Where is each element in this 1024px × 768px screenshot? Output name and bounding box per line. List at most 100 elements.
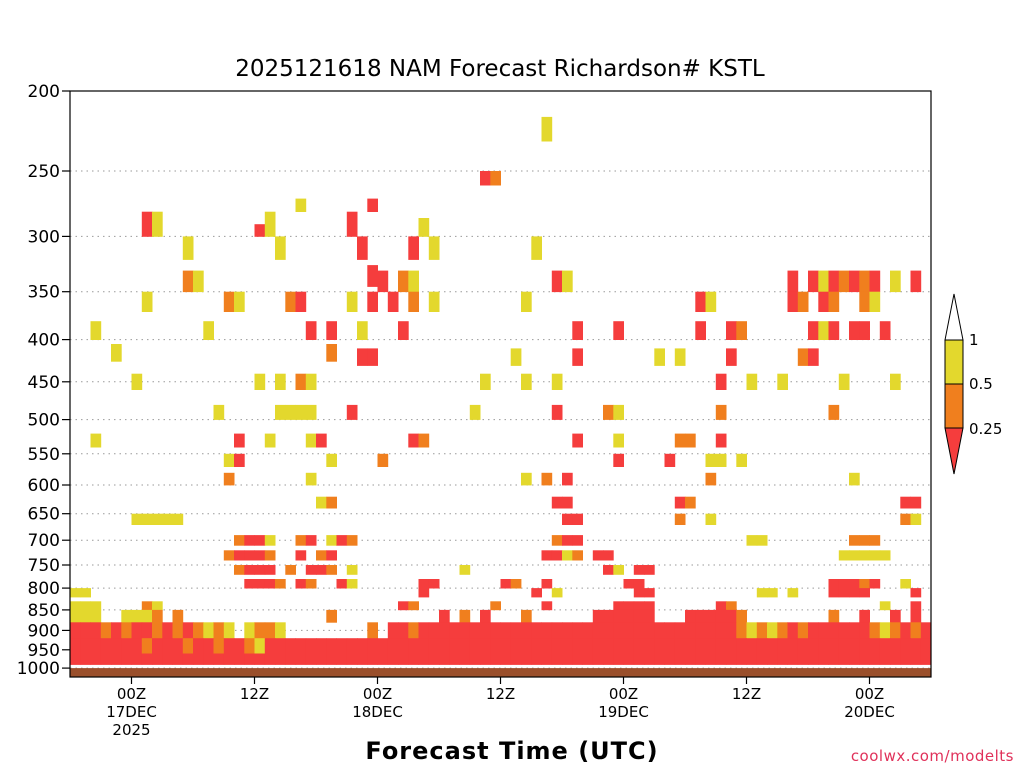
ri-cell [305, 638, 317, 654]
ri-cell [295, 535, 307, 546]
ri-cell [377, 453, 389, 467]
ri-cell [746, 653, 758, 665]
ri-cell [234, 433, 245, 448]
ri-cell [890, 609, 901, 623]
ri-cell [305, 653, 317, 665]
ri-cell [418, 433, 430, 448]
ri-cell [541, 579, 553, 589]
ri-cell [623, 609, 635, 623]
ri-cell [418, 218, 430, 237]
x-tick-label: 00Z [363, 685, 392, 703]
y-tick-label: 200 [28, 82, 60, 102]
ri-cell [100, 622, 112, 639]
ri-cell [521, 373, 532, 390]
ri-cell [152, 653, 163, 665]
ri-cell [367, 622, 378, 639]
ri-cell [490, 622, 501, 639]
ri-cell [428, 653, 440, 665]
ri-cell [900, 579, 911, 589]
ri-cell [254, 579, 266, 589]
ri-cell [551, 404, 563, 420]
ri-cell [285, 653, 296, 665]
y-tick-label: 850 [28, 601, 60, 621]
ri-cell [613, 565, 624, 575]
ri-cell [90, 609, 102, 623]
ri-cell [510, 622, 522, 639]
ri-cell [705, 513, 717, 525]
ri-cell [603, 653, 614, 665]
ri-cell [859, 550, 870, 561]
colorbar-0-25-to-0-5 [944, 383, 964, 429]
ri-cell [705, 638, 717, 654]
ri-cell [305, 579, 317, 589]
ri-cell [674, 622, 686, 639]
ri-cell [705, 472, 717, 486]
ri-cell [459, 565, 471, 575]
y-tick-label: 950 [28, 641, 60, 661]
ri-cell [305, 321, 317, 340]
ri-cell [326, 638, 337, 654]
ri-cell [428, 236, 440, 260]
ri-cell [500, 653, 512, 665]
ri-cell [367, 198, 378, 212]
ri-cell [592, 550, 604, 561]
ri-cell [705, 291, 717, 312]
ri-cell [80, 653, 91, 665]
y-tick-label: 450 [28, 373, 60, 393]
chart-title: 2025121618 NAM Forecast Richardson# KSTL [235, 56, 765, 82]
ri-cell [695, 622, 706, 639]
ri-cell [787, 270, 799, 293]
ri-cell [131, 638, 143, 654]
ri-cell [756, 588, 768, 598]
colorbar-0-5-to-1 [944, 339, 964, 385]
ri-cell [838, 653, 850, 665]
ri-cell [234, 453, 245, 467]
ri-cell [664, 653, 676, 665]
ri-cell [890, 622, 901, 639]
y-tick-label: 800 [28, 579, 60, 599]
ri-cell [736, 622, 747, 639]
ri-cell [674, 433, 686, 448]
ri-cell [80, 601, 91, 611]
ri-cell [869, 638, 881, 654]
ri-cell [551, 588, 563, 598]
credit-text: coolwx.com/modelts [851, 747, 1014, 765]
ri-cell [418, 622, 430, 639]
ri-cell [849, 321, 860, 340]
ri-cell [131, 513, 143, 525]
ri-cell [172, 653, 184, 665]
ri-cell [90, 601, 102, 611]
ri-cell [193, 653, 204, 665]
ri-cell [439, 622, 450, 639]
ri-cell [326, 653, 337, 665]
ri-cell [869, 550, 881, 561]
ri-cell [449, 638, 460, 654]
ri-cell [326, 535, 337, 546]
ri-cell [285, 404, 296, 420]
ri-cell [644, 622, 655, 639]
ri-cell [869, 579, 881, 589]
ri-cell [70, 588, 81, 598]
ri-cell [408, 653, 419, 665]
ri-cell [572, 513, 583, 525]
ri-cell [869, 622, 881, 639]
ri-cell [849, 622, 860, 639]
ri-cell [244, 653, 255, 665]
ri-cell [305, 433, 317, 448]
ri-cell [562, 653, 573, 665]
ri-cell [152, 638, 163, 654]
ri-cell [346, 404, 358, 420]
ri-cell [398, 601, 409, 611]
ri-cell [408, 291, 419, 312]
ri-cell [777, 638, 788, 654]
ri-cell [572, 535, 583, 546]
ri-cell [910, 653, 922, 665]
ri-cell [305, 404, 317, 420]
ri-cell [695, 321, 706, 340]
ri-cell [674, 496, 686, 509]
ri-cell [787, 291, 799, 312]
ri-cell [633, 565, 645, 575]
ri-cell [264, 653, 276, 665]
